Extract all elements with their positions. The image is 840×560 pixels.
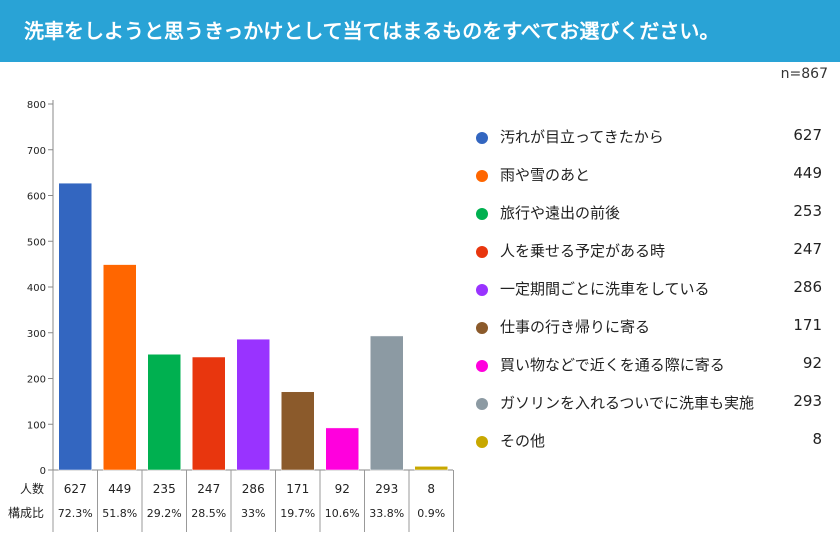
header-bar: 洗車をしようと思うきっかけとして当てはまるものをすべてお選びください。 bbox=[0, 0, 840, 62]
legend-item: ガソリンを入れるついでに洗車も実施 293 bbox=[470, 389, 826, 427]
legend-value: 627 bbox=[793, 126, 822, 144]
legend-value: 92 bbox=[802, 354, 822, 372]
legend-label: 旅行や遠出の前後 bbox=[500, 204, 621, 222]
legend-label: ガソリンを入れるついでに洗車も実施 bbox=[500, 394, 754, 412]
table-row1-label: 人数 bbox=[20, 481, 44, 496]
y-tick-label: 700 bbox=[27, 146, 46, 157]
y-tick-label: 600 bbox=[27, 192, 46, 203]
legend-item: 買い物などで近くを通る際に寄る 92 bbox=[470, 351, 826, 389]
legend-dot-icon bbox=[476, 322, 488, 334]
table-ratio-cell: 33% bbox=[241, 507, 265, 520]
table-count-cell: 449 bbox=[108, 482, 131, 496]
legend-dot-icon bbox=[476, 208, 488, 220]
legend-value: 286 bbox=[793, 278, 822, 296]
bar-4 bbox=[192, 356, 226, 471]
legend-label: 一定期間ごとに洗車をしている bbox=[500, 280, 710, 298]
table-ratio-cell: 0.9% bbox=[417, 507, 445, 520]
table-ratio-cell: 51.8% bbox=[102, 507, 137, 520]
legend-value: 8 bbox=[812, 430, 822, 448]
y-tick-label: 100 bbox=[27, 420, 46, 431]
y-tick-label: 800 bbox=[27, 100, 46, 111]
table-count-cell: 235 bbox=[153, 482, 176, 496]
legend-label: 買い物などで近くを通る際に寄る bbox=[500, 356, 725, 374]
legend-label: その他 bbox=[500, 432, 546, 450]
bar-9 bbox=[414, 466, 448, 471]
y-tick-label: 300 bbox=[27, 329, 46, 340]
table-ratio-cell: 72.3% bbox=[58, 507, 93, 520]
legend-item: 旅行や遠出の前後 253 bbox=[470, 199, 826, 237]
table-count-cell: 8 bbox=[427, 482, 435, 496]
table-count-cell: 286 bbox=[242, 482, 265, 496]
legend-value: 293 bbox=[793, 392, 822, 410]
legend-value: 253 bbox=[793, 202, 822, 220]
legend-dot-icon bbox=[476, 284, 488, 296]
table-ratio-cell: 29.2% bbox=[147, 507, 182, 520]
y-tick-label: 0 bbox=[40, 466, 46, 477]
table-count-cell: 627 bbox=[64, 482, 87, 496]
y-tick-label: 400 bbox=[27, 283, 46, 294]
table-count-cell: 247 bbox=[197, 482, 220, 496]
legend-dot-icon bbox=[476, 360, 488, 372]
bar-5 bbox=[236, 338, 270, 471]
table-count-cell: 171 bbox=[286, 482, 309, 496]
legend-item: 一定期間ごとに洗車をしている 286 bbox=[470, 275, 826, 313]
legend-item: 仕事の行き帰りに寄る 171 bbox=[470, 313, 826, 351]
table-ratio-cell: 10.6% bbox=[325, 507, 360, 520]
legend-value: 247 bbox=[793, 240, 822, 258]
legend-value: 449 bbox=[793, 164, 822, 182]
bar-3 bbox=[147, 354, 181, 471]
bar-7 bbox=[325, 427, 359, 471]
bar-8 bbox=[370, 335, 404, 471]
table-row2-label: 構成比 bbox=[8, 506, 44, 520]
bar-6 bbox=[281, 391, 315, 471]
legend-label: 仕事の行き帰りに寄る bbox=[500, 318, 651, 336]
sample-size-label: n=867 bbox=[780, 66, 828, 82]
legend-dot-icon bbox=[476, 398, 488, 410]
legend: 汚れが目立ってきたから 627 雨や雪のあと 449 旅行や遠出の前後 253 人を乗せる予… bbox=[470, 123, 826, 465]
table-ratio-cell: 19.7% bbox=[280, 507, 315, 520]
legend-dot-icon bbox=[476, 246, 488, 258]
legend-label: 汚れが目立ってきたから bbox=[500, 128, 664, 146]
legend-label: 雨や雪のあと bbox=[500, 166, 591, 184]
legend-item: 人を乗せる予定がある時 247 bbox=[470, 237, 826, 275]
bar-1 bbox=[58, 182, 92, 471]
legend-item: その他 8 bbox=[470, 427, 826, 465]
table-count-cell: 92 bbox=[335, 482, 350, 496]
table-ratio-cell: 28.5% bbox=[191, 507, 226, 520]
legend-item: 雨や雪のあと 449 bbox=[470, 161, 826, 199]
legend-dot-icon bbox=[476, 132, 488, 144]
table-count-cell: 293 bbox=[375, 482, 398, 496]
legend-dot-icon bbox=[476, 436, 488, 448]
y-tick-label: 500 bbox=[27, 237, 46, 248]
legend-dot-icon bbox=[476, 170, 488, 182]
legend-item: 汚れが目立ってきたから 627 bbox=[470, 123, 826, 161]
table-ratio-cell: 33.8% bbox=[369, 507, 404, 520]
y-tick-label: 200 bbox=[27, 375, 46, 386]
bar-2 bbox=[103, 264, 137, 471]
legend-label: 人を乗せる予定がある時 bbox=[500, 242, 666, 260]
legend-value: 171 bbox=[793, 316, 822, 334]
page-title: 洗車をしようと思うきっかけとして当てはまるものをすべてお選びください。 bbox=[24, 19, 720, 43]
